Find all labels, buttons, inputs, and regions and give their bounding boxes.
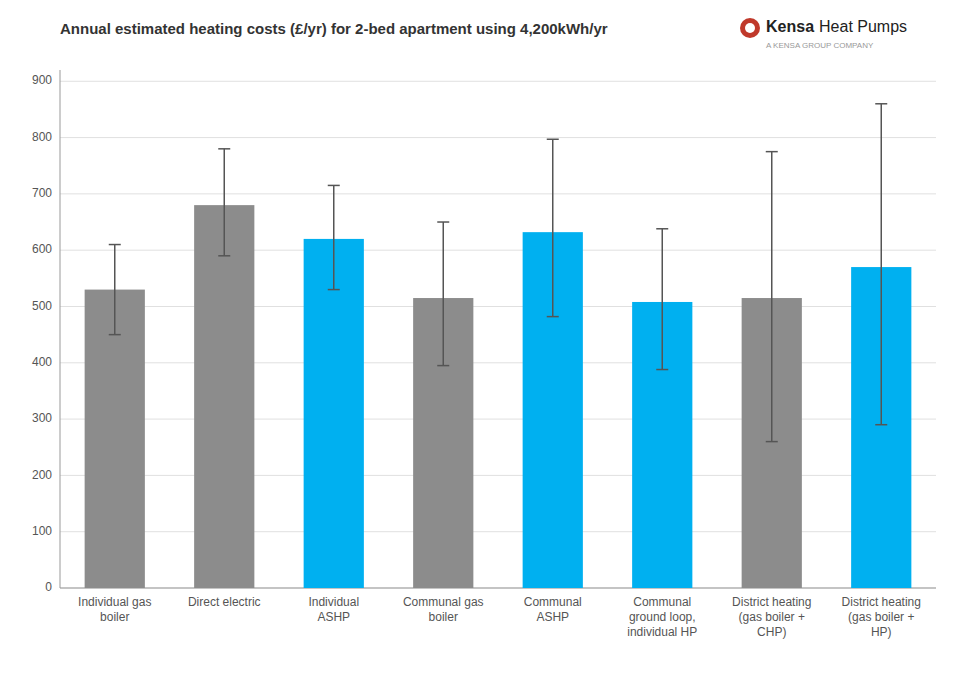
annotation: Kensa — [766, 18, 814, 35]
y-tick-label: 900 — [32, 73, 52, 87]
error-bar — [766, 152, 778, 442]
error-bar-line — [333, 185, 335, 289]
error-bar — [328, 185, 340, 289]
error-bar — [218, 149, 230, 256]
logo-circle-inner — [745, 23, 755, 33]
grid-line — [60, 475, 936, 476]
error-bar-line — [109, 334, 121, 336]
error-bar-line — [114, 245, 116, 335]
error-bar-line — [766, 441, 778, 443]
grid-line — [60, 419, 936, 420]
error-bar — [875, 104, 887, 425]
x-tick-label: CommunalASHP — [524, 595, 582, 624]
x-ticks: Individual gasboiler Direct electric Indiv… — [78, 595, 921, 639]
y-tick-label: 500 — [32, 299, 52, 313]
annotation: Heat Pumps — [819, 18, 907, 35]
y-tick-label: 0 — [45, 580, 52, 594]
grid — [60, 81, 936, 588]
y-tick-label: 600 — [32, 242, 52, 256]
x-tick-label: District heating(gas boiler +CHP) — [732, 595, 811, 639]
error-bar-line — [656, 369, 668, 371]
error-bar-line — [328, 289, 340, 291]
chart: 0 100 200 300 400 500 600 700 800 900 Individual g… — [0, 0, 960, 684]
grid-line — [60, 588, 936, 589]
error-bar — [547, 139, 559, 316]
grid-line — [60, 531, 936, 532]
x-tick-label: Communal gasboiler — [403, 595, 484, 624]
error-bar-line — [656, 228, 668, 230]
error-bar-line — [443, 222, 445, 366]
error-bar-line — [662, 229, 664, 370]
y-tick-label: 800 — [32, 130, 52, 144]
y-tick-label: 400 — [32, 355, 52, 369]
error-bar-line — [552, 139, 554, 316]
error-bar-line — [224, 149, 226, 256]
error-bar-line — [437, 221, 449, 223]
annotation: A KENSA GROUP COMPANY — [766, 41, 874, 50]
error-bar — [109, 245, 121, 335]
error-bar-line — [881, 104, 883, 425]
error-bar-line — [547, 316, 559, 318]
error-bar-line — [771, 152, 773, 442]
grid-line — [60, 81, 936, 82]
x-tick-label: Direct electric — [188, 595, 261, 609]
bar — [85, 290, 145, 588]
error-bar-line — [109, 244, 121, 246]
title: Annual estimated heating costs (£/yr) fo… — [60, 20, 608, 37]
x-tick-label: Individual gasboiler — [78, 595, 151, 624]
y-ticks: 0 100 200 300 400 500 600 700 800 900 — [32, 73, 52, 594]
bar — [194, 205, 254, 588]
error-bar — [656, 229, 668, 370]
error-bar-line — [218, 148, 230, 150]
error-bar-line — [766, 151, 778, 153]
error-bar-line — [437, 365, 449, 367]
error-bar-line — [547, 139, 559, 141]
y-tick-label: 100 — [32, 524, 52, 538]
logo: Kensa Heat Pumps A KENSA GROUP COMPANY — [740, 18, 907, 50]
error-bar — [437, 222, 449, 366]
x-tick-label: Communalground loop,individual HP — [627, 595, 697, 639]
error-bar-line — [875, 103, 887, 105]
error-bar-line — [875, 424, 887, 426]
grid-line — [60, 250, 936, 251]
x-tick-label: District heating(gas boiler +HP) — [842, 595, 921, 639]
logo-circle — [740, 18, 760, 38]
grid-line — [60, 362, 936, 363]
error-bar-line — [328, 185, 340, 187]
x-axis-line — [60, 588, 936, 589]
y-tick-label: 300 — [32, 411, 52, 425]
grid-line — [60, 306, 936, 307]
error-bar-line — [218, 255, 230, 257]
x-tick-label: IndividualASHP — [308, 595, 359, 624]
bar — [304, 239, 364, 588]
y-tick-label: 700 — [32, 186, 52, 200]
y-tick-label: 200 — [32, 468, 52, 482]
grid-line — [60, 193, 936, 194]
y-axis-line — [60, 70, 61, 588]
bars — [85, 104, 912, 588]
grid-line — [60, 137, 936, 138]
